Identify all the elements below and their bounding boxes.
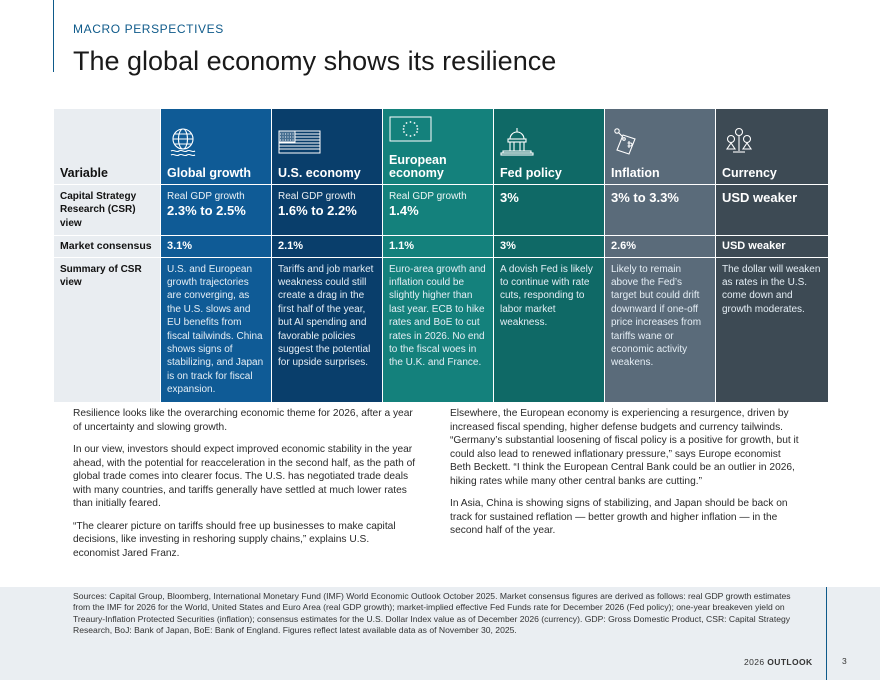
market-cell-inflation: 2.6% [604,235,716,258]
csr-value: 1.6% to 2.2% [278,203,357,219]
outlook-word: OUTLOOK [767,657,813,667]
summary-cell-global-growth: U.S. and European growth trajectories ar… [160,256,272,403]
csr-value: 3% [500,190,519,205]
csr-metric-label: Real GDP growth [167,191,245,202]
currency-scale-icon [722,127,822,157]
table-row-market-consensus: Market consensus 3.1% 2.1% 1.1% 3% 2.6% … [53,235,829,258]
summary-cell-inflation: Likely to remain above the Fed’s target … [604,256,716,403]
section-kicker: MACRO PERSPECTIVES [73,22,224,36]
body-column-left: Resilience looks like the overarching ec… [73,407,418,569]
col-label: Fed policy [500,166,562,180]
market-cell-fed-policy: 3% [493,235,605,258]
body-paragraph: Elsewhere, the European economy is exper… [450,408,799,487]
col-header-us-economy: U.S. economy [271,108,383,185]
table-header-row: Variable Global growth [53,108,829,185]
col-header-global-growth: Global growth [160,108,272,185]
body-paragraph: In our view, investors should expect imp… [73,444,416,509]
csr-value: 1.4% [389,203,419,219]
col-header-inflation: Inflation [604,108,716,185]
col-label: U.S. economy [278,166,361,180]
variable-header: Variable [53,108,161,185]
csr-metric-label: Real GDP growth [278,191,356,202]
row-label-csr-view: Capital Strategy Research (CSR) view [53,183,161,237]
page-number: 3 [842,656,847,666]
table-row-summary: Summary of CSR view U.S. and European gr… [53,256,829,403]
page-title: The global economy shows its resilience [73,46,557,76]
csr-value: 3% to 3.3% [611,190,679,205]
csr-cell-fed-policy: 3% [493,183,605,237]
col-label: Currency [722,166,777,180]
market-cell-european-economy: 1.1% [382,235,494,258]
sources-note: Sources: Capital Group, Bloomberg, Inter… [73,591,791,636]
summary-cell-european-economy: Euro-area growth and inflation could be … [382,256,494,403]
row-label-summary: Summary of CSR view [53,256,161,403]
footer-band [0,587,880,680]
accent-rule-bottom [826,587,827,680]
body-column-right: Elsewhere, the European economy is exper… [450,407,800,547]
csr-cell-us-economy: Real GDP growth 1.6% to 2.2% [271,183,383,237]
publication-label: 2026 OUTLOOK [744,657,813,667]
col-label: Inflation [611,166,660,180]
eu-flag-icon [389,114,487,144]
market-cell-currency: USD weaker [715,235,829,258]
col-label: Global growth [167,166,252,180]
csr-cell-global-growth: Real GDP growth 2.3% to 2.5% [160,183,272,237]
body-paragraph: Resilience looks like the overarching ec… [73,408,413,433]
us-flag-icon [278,127,376,157]
market-cell-us-economy: 2.1% [271,235,383,258]
market-cell-global-growth: 3.1% [160,235,272,258]
summary-cell-currency: The dollar will weaken as rates in the U… [715,256,829,403]
capitol-building-icon [500,127,598,157]
accent-rule-top [53,0,54,72]
csr-cell-inflation: 3% to 3.3% [604,183,716,237]
col-header-fed-policy: Fed policy [493,108,605,185]
table-row-csr-view: Capital Strategy Research (CSR) view Rea… [53,183,829,237]
body-paragraph: “The clearer picture on tariffs should f… [73,520,396,559]
summary-cell-fed-policy: A dovish Fed is likely to continue with … [493,256,605,403]
row-label-market-consensus: Market consensus [53,235,161,258]
col-header-european-economy: European economy [382,108,494,185]
col-label: European economy [389,153,447,180]
col-header-currency: Currency [715,108,829,185]
summary-cell-us-economy: Tariffs and job market weakness could st… [271,256,383,403]
globe-icon [167,127,265,157]
outlook-year: 2026 [744,657,765,667]
csr-value: 2.3% to 2.5% [167,203,246,219]
outlook-table: Variable Global growth [53,108,829,403]
csr-cell-currency: USD weaker [715,183,829,237]
body-paragraph: In Asia, China is showing signs of stabi… [450,498,788,536]
csr-cell-european-economy: Real GDP growth 1.4% [382,183,494,237]
csr-value: USD weaker [722,190,798,205]
price-tag-icon [611,127,709,157]
csr-metric-label: Real GDP growth [389,191,467,202]
